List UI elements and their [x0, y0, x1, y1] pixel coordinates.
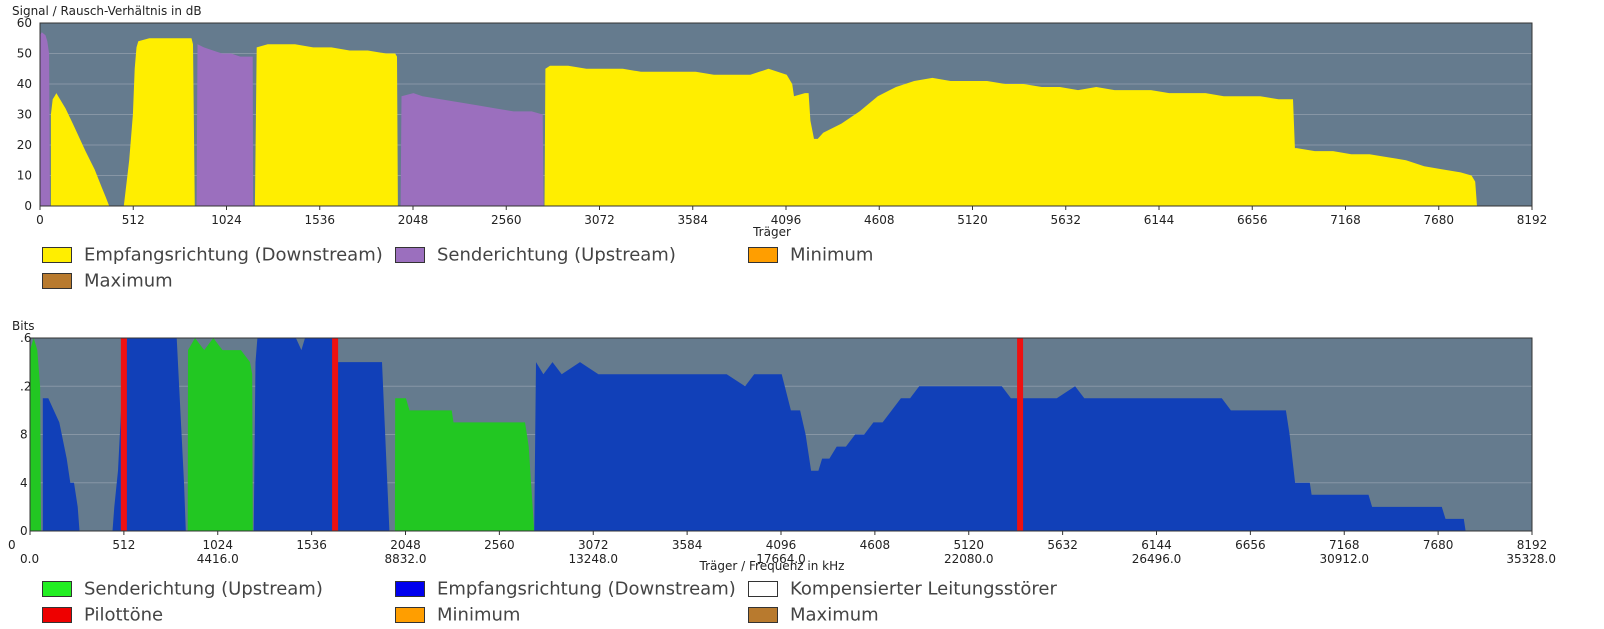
freq-label-8: 35328.0 — [1506, 552, 1556, 566]
legend-label: Kompensierter Leitungsstörer — [790, 578, 1057, 600]
x-tick-label-0-9: 4608 — [864, 213, 895, 227]
freq-label-4: 17664.0 — [756, 552, 806, 566]
legend-swatch — [42, 247, 72, 263]
freq-label-7: 30912.0 — [1319, 552, 1369, 566]
x-tick-label-0-16: 8192 — [1517, 213, 1548, 227]
x-tick-label-1-8: 4096 — [766, 538, 797, 552]
y-tick-label-0-1: 10 — [17, 169, 32, 183]
x-tick-label-1-12: 6144 — [1141, 538, 1172, 552]
x-tick-label-0-14: 7168 — [1330, 213, 1361, 227]
x-axis-title-0: Träger — [752, 225, 791, 239]
legend-swatch — [395, 247, 425, 263]
legend-label: Empfangsrichtung (Downstream) — [437, 578, 736, 600]
legend-label: Maximum — [790, 604, 879, 626]
x-tick-label-1-3: 1536 — [296, 538, 327, 552]
legend-swatch — [748, 607, 778, 623]
y-tick-label-1-4: .6 — [20, 331, 31, 345]
legend-label: Minimum — [437, 604, 521, 626]
y-tick-label-0-0: 0 — [24, 199, 32, 213]
x-tick-label-1-0: 0 — [8, 538, 16, 552]
y-tick-label-1-3: .2 — [20, 379, 31, 393]
legend-label: Pilottöne — [84, 604, 164, 626]
legend-swatch — [395, 607, 425, 623]
legend-item-1-5: Maximum — [748, 604, 879, 626]
x-tick-label-1-10: 5120 — [953, 538, 984, 552]
y-tick-label-1-0: 0 — [20, 524, 28, 538]
legend-item-0-2: Minimum — [748, 244, 873, 266]
x-tick-label-0-0: 0 — [36, 213, 44, 227]
legend-label: Senderichtung (Upstream) — [84, 578, 323, 600]
legend-item-0-1: Senderichtung (Upstream) — [395, 244, 676, 266]
y-tick-label-0-3: 30 — [17, 108, 32, 122]
legend-swatch — [748, 247, 778, 263]
legend-swatch — [42, 581, 72, 597]
legend-item-1-3: Pilottöne — [42, 604, 163, 626]
legend-label: Maximum — [84, 270, 173, 292]
legend-label: Senderichtung (Upstream) — [437, 244, 676, 266]
y-tick-label-1-1: 4 — [20, 476, 28, 490]
legend-item-0-3: Maximum — [42, 270, 173, 292]
freq-label-1: 4416.0 — [197, 552, 239, 566]
x-tick-label-1-9: 4608 — [860, 538, 891, 552]
freq-label-5: 22080.0 — [944, 552, 994, 566]
legend-item-1-4: Minimum — [395, 604, 520, 626]
x-tick-label-0-13: 6656 — [1237, 213, 1268, 227]
pilot-tone-1 — [332, 338, 339, 531]
pilot-tone-0 — [120, 338, 127, 531]
legend-item-1-1: Empfangsrichtung (Downstream) — [395, 578, 736, 600]
legend-label: Minimum — [790, 244, 874, 266]
x-tick-label-1-5: 2560 — [484, 538, 515, 552]
x-tick-label-0-5: 2560 — [491, 213, 522, 227]
freq-label-0: 0.0 — [20, 552, 39, 566]
x-tick-label-0-4: 2048 — [398, 213, 429, 227]
legend-swatch — [395, 581, 425, 597]
x-tick-label-1-1: 512 — [112, 538, 135, 552]
x-tick-label-0-6: 3072 — [584, 213, 615, 227]
legend-label: Empfangsrichtung (Downstream) — [84, 244, 383, 266]
x-tick-label-0-11: 5632 — [1050, 213, 1081, 227]
y-tick-label-0-4: 40 — [17, 77, 32, 91]
legend-item-1-2: Kompensierter Leitungsstörer — [748, 578, 1057, 600]
x-axis-title-1: Träger / Frequenz in kHz — [699, 559, 845, 573]
x-tick-label-1-14: 7168 — [1329, 538, 1360, 552]
legend-swatch — [42, 273, 72, 289]
x-tick-label-0-1: 512 — [122, 213, 145, 227]
x-tick-label-0-15: 7680 — [1423, 213, 1454, 227]
freq-label-3: 13248.0 — [568, 552, 618, 566]
series-area-1-1 — [42, 338, 1466, 531]
series-area-0-0 — [50, 38, 1477, 206]
legend-swatch — [748, 581, 778, 597]
series-area-1-0 — [30, 338, 535, 531]
x-tick-label-0-7: 3584 — [677, 213, 708, 227]
x-tick-label-1-11: 5632 — [1047, 538, 1078, 552]
x-tick-label-1-15: 7680 — [1423, 538, 1454, 552]
x-tick-label-0-8: 4096 — [771, 213, 802, 227]
x-tick-label-0-2: 1024 — [211, 213, 242, 227]
y-tick-label-0-2: 20 — [17, 138, 32, 152]
pilot-tone-2 — [1017, 338, 1024, 531]
x-tick-label-1-13: 6656 — [1235, 538, 1266, 552]
x-tick-label-0-10: 5120 — [957, 213, 988, 227]
y-axis-title-0: Signal / Rausch-Verhältnis in dB — [12, 4, 202, 18]
x-tick-label-1-16: 8192 — [1517, 538, 1548, 552]
y-tick-label-1-2: 8 — [20, 428, 28, 442]
x-tick-label-1-4: 2048 — [390, 538, 421, 552]
y-tick-label-0-6: 60 — [17, 16, 32, 30]
freq-label-6: 26496.0 — [1132, 552, 1182, 566]
x-tick-label-1-2: 1024 — [202, 538, 233, 552]
series-area-0-1 — [40, 32, 544, 207]
legend-swatch — [42, 607, 72, 623]
y-axis-title-1: Bits — [12, 319, 35, 333]
legend-item-1-0: Senderichtung (Upstream) — [42, 578, 323, 600]
x-tick-label-0-12: 6144 — [1144, 213, 1175, 227]
x-tick-label-1-6: 3072 — [578, 538, 609, 552]
x-tick-label-0-3: 1536 — [304, 213, 335, 227]
legend-item-0-0: Empfangsrichtung (Downstream) — [42, 244, 383, 266]
freq-label-2: 8832.0 — [385, 552, 427, 566]
x-tick-label-1-7: 3584 — [672, 538, 703, 552]
y-tick-label-0-5: 50 — [17, 47, 32, 61]
